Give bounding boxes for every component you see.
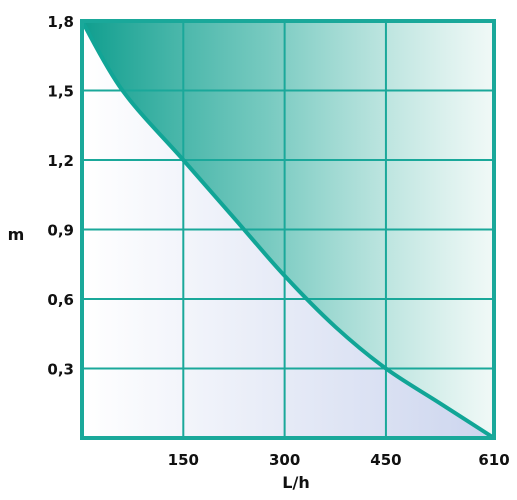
- x-tick-label: 150: [168, 451, 199, 469]
- y-tick-label: 1,8: [47, 13, 74, 31]
- plot-frame: [80, 19, 496, 440]
- y-axis-title: m: [8, 225, 25, 244]
- y-tick-labels: 0,3 0,6 0,9 1,2 1,5 1,8: [47, 13, 74, 379]
- x-axis-title: L/h: [282, 473, 309, 492]
- y-tick-label: 0,9: [47, 222, 74, 240]
- y-tick-label: 0,6: [47, 291, 74, 309]
- y-tick-label: 1,2: [47, 152, 74, 170]
- area-below-curve: [82, 21, 494, 438]
- x-tick-label: 450: [370, 451, 401, 469]
- x-tick-label: 610: [478, 451, 509, 469]
- x-tick-label: 300: [269, 451, 300, 469]
- y-tick-label: 0,3: [47, 361, 74, 379]
- flow-curve: [80, 19, 496, 440]
- x-tick-labels: 150 300 450 610: [168, 451, 510, 469]
- y-tick-label: 1,5: [47, 83, 74, 101]
